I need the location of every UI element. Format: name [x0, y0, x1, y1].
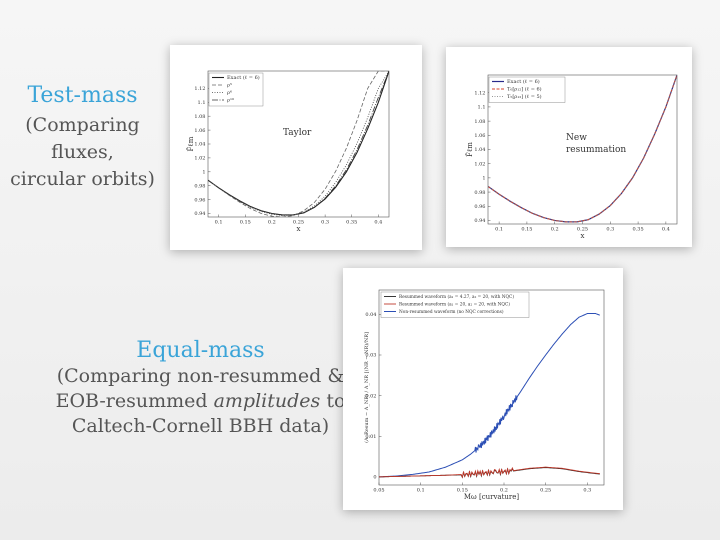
- legend-entry: Non-resummed waveform (no NQC correction…: [399, 310, 504, 315]
- y-tick-label: 0.01: [365, 434, 376, 440]
- y-tick-label: 0.96: [194, 197, 205, 203]
- x-axis-label: x: [297, 225, 301, 233]
- y-axis-label: F̂ℓm: [466, 142, 474, 157]
- series-line: [208, 71, 389, 216]
- equal-mass-line-2: EOB-resummed amplitudes to: [48, 389, 353, 414]
- equal-mass-line-2a: EOB-resummed: [55, 390, 214, 412]
- test-mass-line-2: circular orbits): [10, 168, 155, 190]
- x-tick-label: 0.4: [374, 220, 382, 226]
- y-tick-label: 1.04: [474, 147, 485, 153]
- y-tick-label: 1: [482, 176, 485, 182]
- y-tick-label: 1.1: [478, 105, 486, 111]
- y-tick-label: 1.12: [474, 90, 485, 96]
- amplitudes-emphasis: amplitudes: [213, 390, 321, 412]
- legend-entry: Resummed waveform (a₁ = 20, a₂ = 20, wit…: [399, 303, 510, 308]
- equal-mass-caption: Equal-mass (Comparing non-resummed & EOB…: [48, 338, 353, 439]
- test-mass-title: Test-mass: [27, 83, 138, 108]
- legend-entry: Resummed waveform (a₁ = 4.27, a₂ = 20, w…: [399, 295, 514, 300]
- x-tick-label: 0.2: [268, 220, 276, 226]
- x-tick-label: 0.25: [293, 220, 304, 226]
- y-tick-label: 1.1: [198, 100, 206, 106]
- x-tick-label: 0.05: [373, 488, 384, 494]
- y-tick-label: 0.04: [365, 312, 376, 318]
- y-tick-label: 1: [202, 170, 205, 176]
- x-tick-label: 0.2: [500, 488, 508, 494]
- legend-entry: ρ¹⁰: [227, 98, 234, 104]
- taylor-plot-panel: 0.1 0.15 0.2 0.25 0.3 0.35 0.4 0.94 0.96 0.98 1 1.0…: [170, 45, 422, 250]
- legend-box: [208, 72, 264, 107]
- x-tick-label: 0.15: [240, 220, 251, 226]
- x-tick-label: 0.3: [583, 488, 591, 494]
- series-line: [379, 313, 601, 478]
- y-tick-label: 0.96: [474, 204, 485, 210]
- legend-entry: T₆[ρ₁₂] (ℓ = 6): [507, 86, 542, 93]
- resummation-annotation-line-1: New: [566, 133, 587, 143]
- y-tick-label: 1.06: [194, 128, 205, 134]
- x-tick-label: 0.1: [215, 220, 223, 226]
- x-axis-label: Mω [curvature]: [464, 493, 520, 501]
- y-tick-label: 0: [373, 475, 376, 481]
- y-tick-label: 0.94: [474, 218, 485, 224]
- x-tick-label: 0.25: [540, 488, 551, 494]
- legend-box: [380, 291, 530, 318]
- y-tick-label: 1.08: [474, 119, 485, 125]
- y-tick-label: 1.12: [194, 86, 205, 92]
- x-tick-label: 0.25: [577, 227, 588, 233]
- test-mass-caption: Test-mass (Comparing fluxes, circular or…: [0, 82, 165, 193]
- x-tick-label: 0.3: [606, 227, 614, 233]
- y-axis-label: F̂ℓm: [187, 136, 195, 151]
- equal-mass-plot-panel: 0.05 0.1 0.15 0.2 0.25 0.3 0 0.01 0.02 0.03 0.04 Mω…: [343, 268, 623, 510]
- legend-entry: ρ⁶: [227, 90, 232, 96]
- x-axis-label: x: [581, 232, 585, 240]
- equal-mass-plot-svg: 0.05 0.1 0.15 0.2 0.25 0.3 0 0.01 0.02 0.03 0.04 Mω…: [363, 289, 605, 501]
- y-tick-label: 1.08: [194, 114, 205, 120]
- equal-mass-line-2c: to: [320, 390, 346, 412]
- y-tick-label: 0.94: [194, 211, 205, 217]
- equal-mass-title: Equal-mass: [136, 338, 265, 363]
- plot-frame: [378, 289, 605, 486]
- x-tick-label: 0.2: [551, 227, 559, 233]
- y-tick-label: 1.02: [194, 156, 205, 162]
- y-tick-label: 0.02: [365, 393, 376, 399]
- series-line: [208, 71, 389, 217]
- x-tick-label: 0.15: [521, 227, 532, 233]
- x-tick-label: 0.1: [417, 488, 425, 494]
- taylor-annotation: Taylor: [283, 128, 312, 138]
- x-tick-label: 0.3: [321, 220, 329, 226]
- resummation-plot-panel: 0.1 0.15 0.2 0.25 0.3 0.35 0.4 0.94 0.96 0.98 1 1.0…: [446, 47, 692, 247]
- y-tick-label: 1.02: [474, 161, 485, 167]
- resummation-plot-svg: 0.1 0.15 0.2 0.25 0.3 0.35 0.4 0.94 0.96 0.98 1 1.0…: [466, 74, 678, 240]
- y-axis-label: (A_Resum − A_NR) / A_NR [(NR − NR)/NR]: [363, 332, 370, 443]
- taylor-plot-svg: 0.1 0.15 0.2 0.25 0.3 0.35 0.4 0.94 0.96 0.98 1 1.0…: [187, 70, 390, 233]
- legend-entry: ρ⁵: [227, 83, 232, 89]
- resummation-annotation-line-2: resummation: [566, 145, 626, 155]
- x-tick-label: 0.1: [495, 227, 503, 233]
- y-tick-label: 1.06: [474, 133, 485, 139]
- test-mass-line-1: (Comparing fluxes,: [25, 114, 140, 163]
- series-line: [488, 75, 677, 223]
- x-tick-label: 0.35: [346, 220, 357, 226]
- y-tick-label: 0.98: [474, 190, 485, 196]
- y-tick-label: 1.04: [194, 142, 205, 148]
- series-line: [379, 466, 600, 479]
- y-tick-label: 0.98: [194, 183, 205, 189]
- y-tick-label: 0.03: [365, 353, 376, 359]
- x-tick-label: 0.4: [662, 227, 670, 233]
- legend-entry: Exact (ℓ = 6): [507, 78, 540, 85]
- series-line: [208, 71, 389, 216]
- x-tick-label: 0.35: [633, 227, 644, 233]
- equal-mass-line-3: Caltech-Cornell BBH data): [71, 415, 330, 437]
- x-tick-label: 0.15: [457, 488, 468, 494]
- legend-entry: Exact (ℓ = 6): [227, 74, 260, 81]
- legend-entry: T₅[ρ₁₂] (ℓ = 5): [507, 93, 542, 100]
- equal-mass-line-1: (Comparing non-resummed &: [56, 365, 345, 387]
